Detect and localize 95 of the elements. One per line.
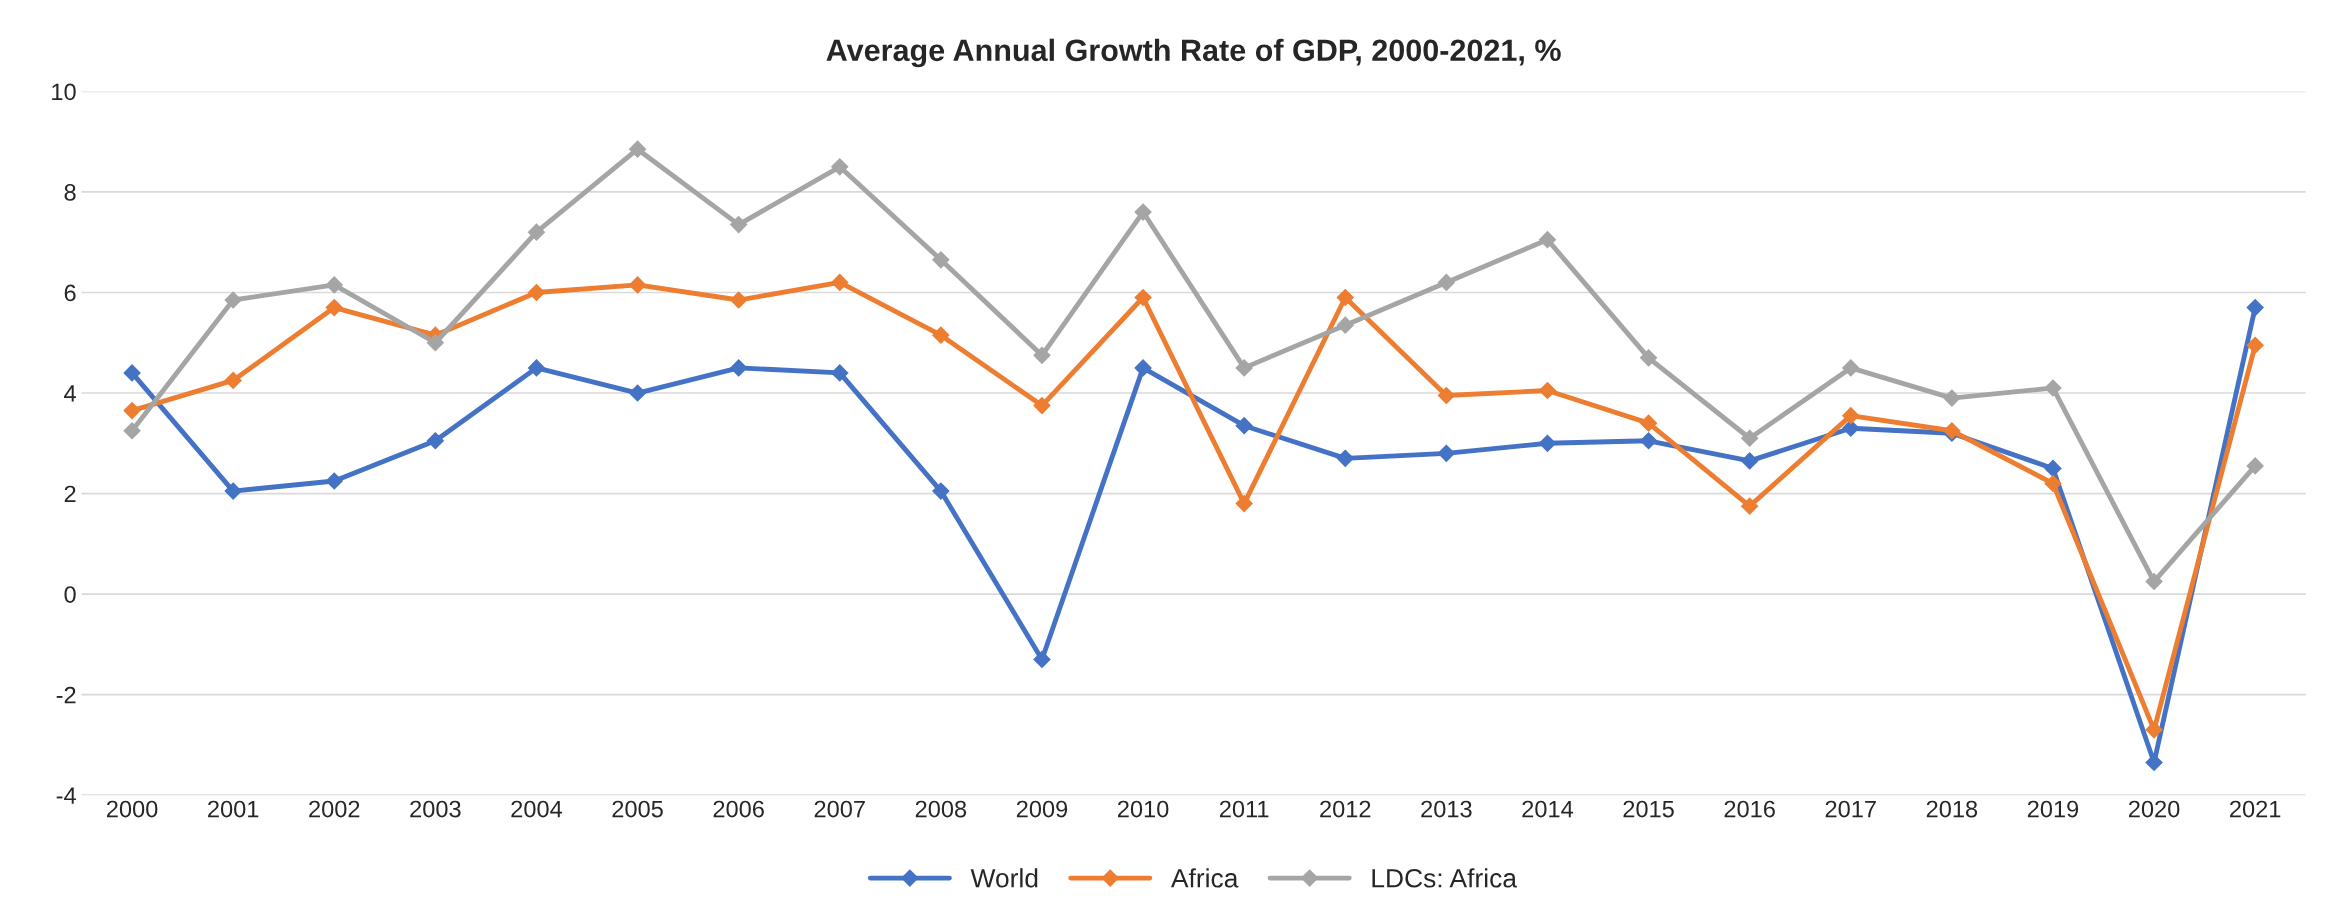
point xyxy=(2145,572,2163,591)
point xyxy=(1336,288,1355,307)
point xyxy=(2044,379,2062,397)
point xyxy=(830,364,849,382)
point xyxy=(729,359,748,377)
point xyxy=(1740,452,1759,470)
point xyxy=(628,140,647,159)
y-tick-label: -4 xyxy=(56,787,76,804)
x-tick-label: 2008 xyxy=(915,800,967,818)
x-tick-label: 2002 xyxy=(309,800,360,818)
point xyxy=(1841,406,1860,425)
point xyxy=(1639,348,1658,367)
point xyxy=(1033,346,1051,365)
point xyxy=(1437,386,1456,405)
point xyxy=(2246,457,2265,475)
point xyxy=(1639,414,1658,433)
x-tick-label: 2018 xyxy=(1926,800,1978,818)
point xyxy=(527,283,546,302)
x-tick-label: 2003 xyxy=(410,800,461,818)
point xyxy=(1437,444,1456,463)
x-tick-label: 2007 xyxy=(814,800,865,818)
point xyxy=(1134,203,1152,221)
y-tick-label: 6 xyxy=(64,284,76,302)
y-tick-label: 4 xyxy=(64,385,76,402)
point xyxy=(1336,316,1355,334)
point xyxy=(426,333,445,352)
point xyxy=(1538,434,1557,453)
point xyxy=(325,276,344,294)
point xyxy=(932,250,950,269)
legend-label: Africa xyxy=(1170,868,1239,888)
legend-label: LDCs: Africa xyxy=(1372,868,1517,888)
x-tick-label: 2014 xyxy=(1522,800,1574,818)
y-tick-label: 10 xyxy=(52,83,76,101)
point xyxy=(1437,273,1456,292)
point xyxy=(527,359,546,377)
point xyxy=(1740,429,1759,448)
point xyxy=(224,482,242,500)
y-tick-label: -2 xyxy=(56,686,76,704)
x-tick-label: 2016 xyxy=(1724,800,1775,818)
point xyxy=(1134,359,1152,377)
point xyxy=(628,276,647,294)
point xyxy=(729,291,748,309)
x-tick-label: 2012 xyxy=(1320,800,1371,818)
point xyxy=(932,482,950,500)
point xyxy=(426,431,445,450)
point xyxy=(628,384,647,402)
point xyxy=(123,401,141,420)
point xyxy=(2246,336,2265,355)
x-tick-label: 2017 xyxy=(1825,800,1876,818)
x-tick-label: 2021 xyxy=(2230,800,2281,818)
point xyxy=(1740,497,1759,515)
legend-label: World xyxy=(970,868,1038,888)
point xyxy=(1235,359,1253,377)
point xyxy=(830,273,849,292)
point xyxy=(224,291,242,309)
point xyxy=(2246,298,2265,317)
point xyxy=(932,326,950,345)
x-tick-label: 2006 xyxy=(713,800,764,818)
point xyxy=(123,421,141,440)
point xyxy=(325,298,344,317)
point xyxy=(1235,416,1253,435)
point xyxy=(1538,230,1557,249)
point xyxy=(1033,650,1051,669)
point xyxy=(123,364,141,382)
x-tick-label: 2004 xyxy=(511,800,563,818)
x-tick-label: 2000 xyxy=(106,800,158,818)
x-tick-label: 2001 xyxy=(208,800,259,818)
point xyxy=(1943,389,1961,407)
point xyxy=(325,472,344,490)
point xyxy=(2044,459,2062,478)
point xyxy=(1841,359,1860,377)
point xyxy=(729,215,748,234)
point xyxy=(2145,720,2163,739)
x-tick-label: 2011 xyxy=(1219,800,1269,818)
x-tick-label: 2005 xyxy=(612,800,663,818)
point xyxy=(1336,449,1355,468)
y-tick-label: 2 xyxy=(64,485,76,503)
point xyxy=(1134,288,1152,307)
point xyxy=(830,157,849,176)
point xyxy=(527,223,546,241)
point xyxy=(1235,494,1253,513)
x-tick-label: 2015 xyxy=(1623,800,1674,818)
point xyxy=(224,371,242,390)
point xyxy=(1033,396,1051,415)
x-tick-label: 2009 xyxy=(1016,800,1068,818)
y-tick-label: 0 xyxy=(64,586,76,603)
y-tick-label: 8 xyxy=(64,184,76,201)
point xyxy=(2044,474,2062,493)
chart-title: Average Annual Growth Rate of GDP, 2000-2021, % xyxy=(826,38,1561,68)
x-tick-label: 2010 xyxy=(1117,800,1169,818)
x-tick-label: 2013 xyxy=(1421,800,1472,818)
x-tick-label: 2020 xyxy=(2128,800,2180,818)
point xyxy=(1639,431,1658,450)
x-tick-label: 2019 xyxy=(2027,800,2079,818)
point xyxy=(1538,381,1557,400)
